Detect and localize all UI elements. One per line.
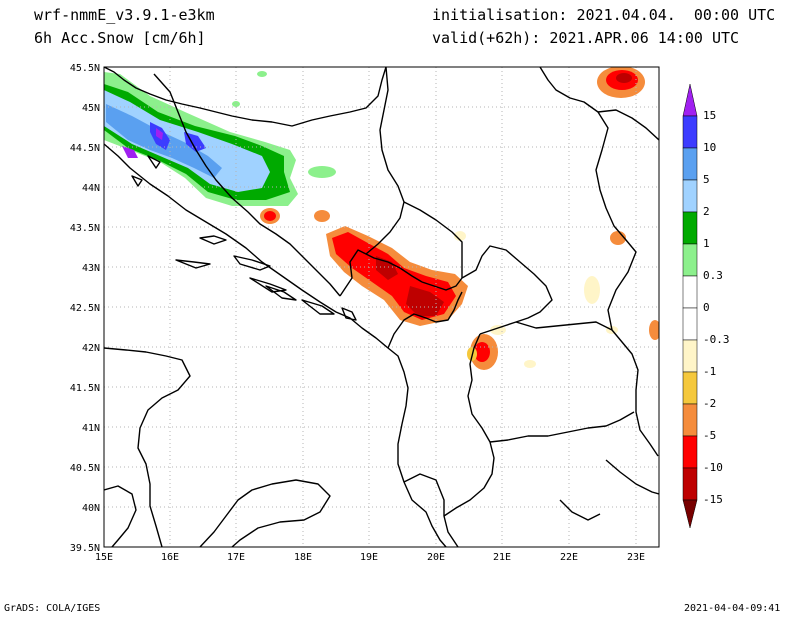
lat-axis: 45.5N 45N 44.5N 44N 43.5N 43N 42.5N 42N …: [70, 63, 100, 554]
plot-frame: [103, 66, 660, 548]
albania-macedonia-border: [443, 333, 495, 517]
lon-label: 19E: [360, 552, 378, 563]
lat-label: 41.5N: [70, 383, 100, 394]
lat-label: 42.5N: [70, 303, 100, 314]
colorbar: [682, 83, 698, 529]
colorbar-label: 0.3: [703, 269, 723, 282]
lat-label: 40N: [82, 503, 100, 514]
footer-credit: GrADS: COLA/IGES: [4, 603, 101, 614]
lat-label: 39.5N: [70, 543, 100, 554]
colorbar-top-arrow: [682, 83, 698, 117]
lat-label: 42N: [82, 343, 100, 354]
colorbar-label: -10: [703, 461, 723, 474]
lat-label: 45N: [82, 103, 100, 114]
lon-label: 20E: [427, 552, 445, 563]
rain-area-dark-red: [406, 286, 444, 316]
colorbar-label: 5: [703, 173, 710, 186]
colorbar-labels: 15 10 5 2 1 0.3 0 -0.3 -1 -2 -5 -10 -15: [703, 109, 730, 506]
lon-label: 16E: [161, 552, 179, 563]
colorbar-label: 10: [703, 141, 716, 154]
bosnia-serbia-border: [365, 67, 405, 255]
lon-label: 21E: [493, 552, 511, 563]
valid-time: valid(+62h): 2021.APR.06 14:00 UTC: [432, 29, 740, 47]
croatia-bosnia-border: [153, 73, 341, 297]
colorbar-bottom-arrow: [682, 499, 698, 529]
lat-label: 44.5N: [70, 143, 100, 154]
model-title: wrf-nmmE_v3.9.1-e3km: [34, 6, 215, 24]
colorbar-label: -1: [703, 365, 716, 378]
footer-timestamp: 2021-04-04-09:41: [684, 603, 781, 614]
bulgaria-border: [611, 329, 659, 457]
montenegro-albania-border: [387, 291, 463, 349]
colorbar-label: -2: [703, 397, 716, 410]
colorbar-label: 2: [703, 205, 710, 218]
kosovo-border: [461, 245, 553, 335]
colorbar-label: 0: [703, 301, 710, 314]
colorbar-label: -0.3: [703, 333, 730, 346]
initialisation-time: initialisation: 2021.04.04. 00:00 UTC: [432, 6, 776, 24]
colorbar-label: -5: [703, 429, 716, 442]
lon-label: 18E: [294, 552, 312, 563]
lat-label: 41N: [82, 423, 100, 434]
colorbar-label: 15: [703, 109, 716, 122]
lat-label: 40.5N: [70, 463, 100, 474]
lon-label: 17E: [227, 552, 245, 563]
lat-label: 45.5N: [70, 63, 100, 74]
lon-label: 15E: [95, 552, 113, 563]
field-title: 6h Acc.Snow [cm/6h]: [34, 29, 206, 47]
coastlines-borders: [104, 67, 659, 547]
lat-label: 44N: [82, 183, 100, 194]
lon-label: 23E: [627, 552, 645, 563]
colorbar-label: -15: [703, 493, 723, 506]
snow-area-purple: [156, 128, 163, 140]
lat-label: 43N: [82, 263, 100, 274]
lat-label: 43.5N: [70, 223, 100, 234]
lon-axis: 15E 16E 17E 18E 19E 20E 21E 22E 23E: [95, 552, 645, 563]
lon-label: 22E: [560, 552, 578, 563]
colorbar-label: 1: [703, 237, 710, 250]
italy-coastline: [104, 347, 191, 547]
